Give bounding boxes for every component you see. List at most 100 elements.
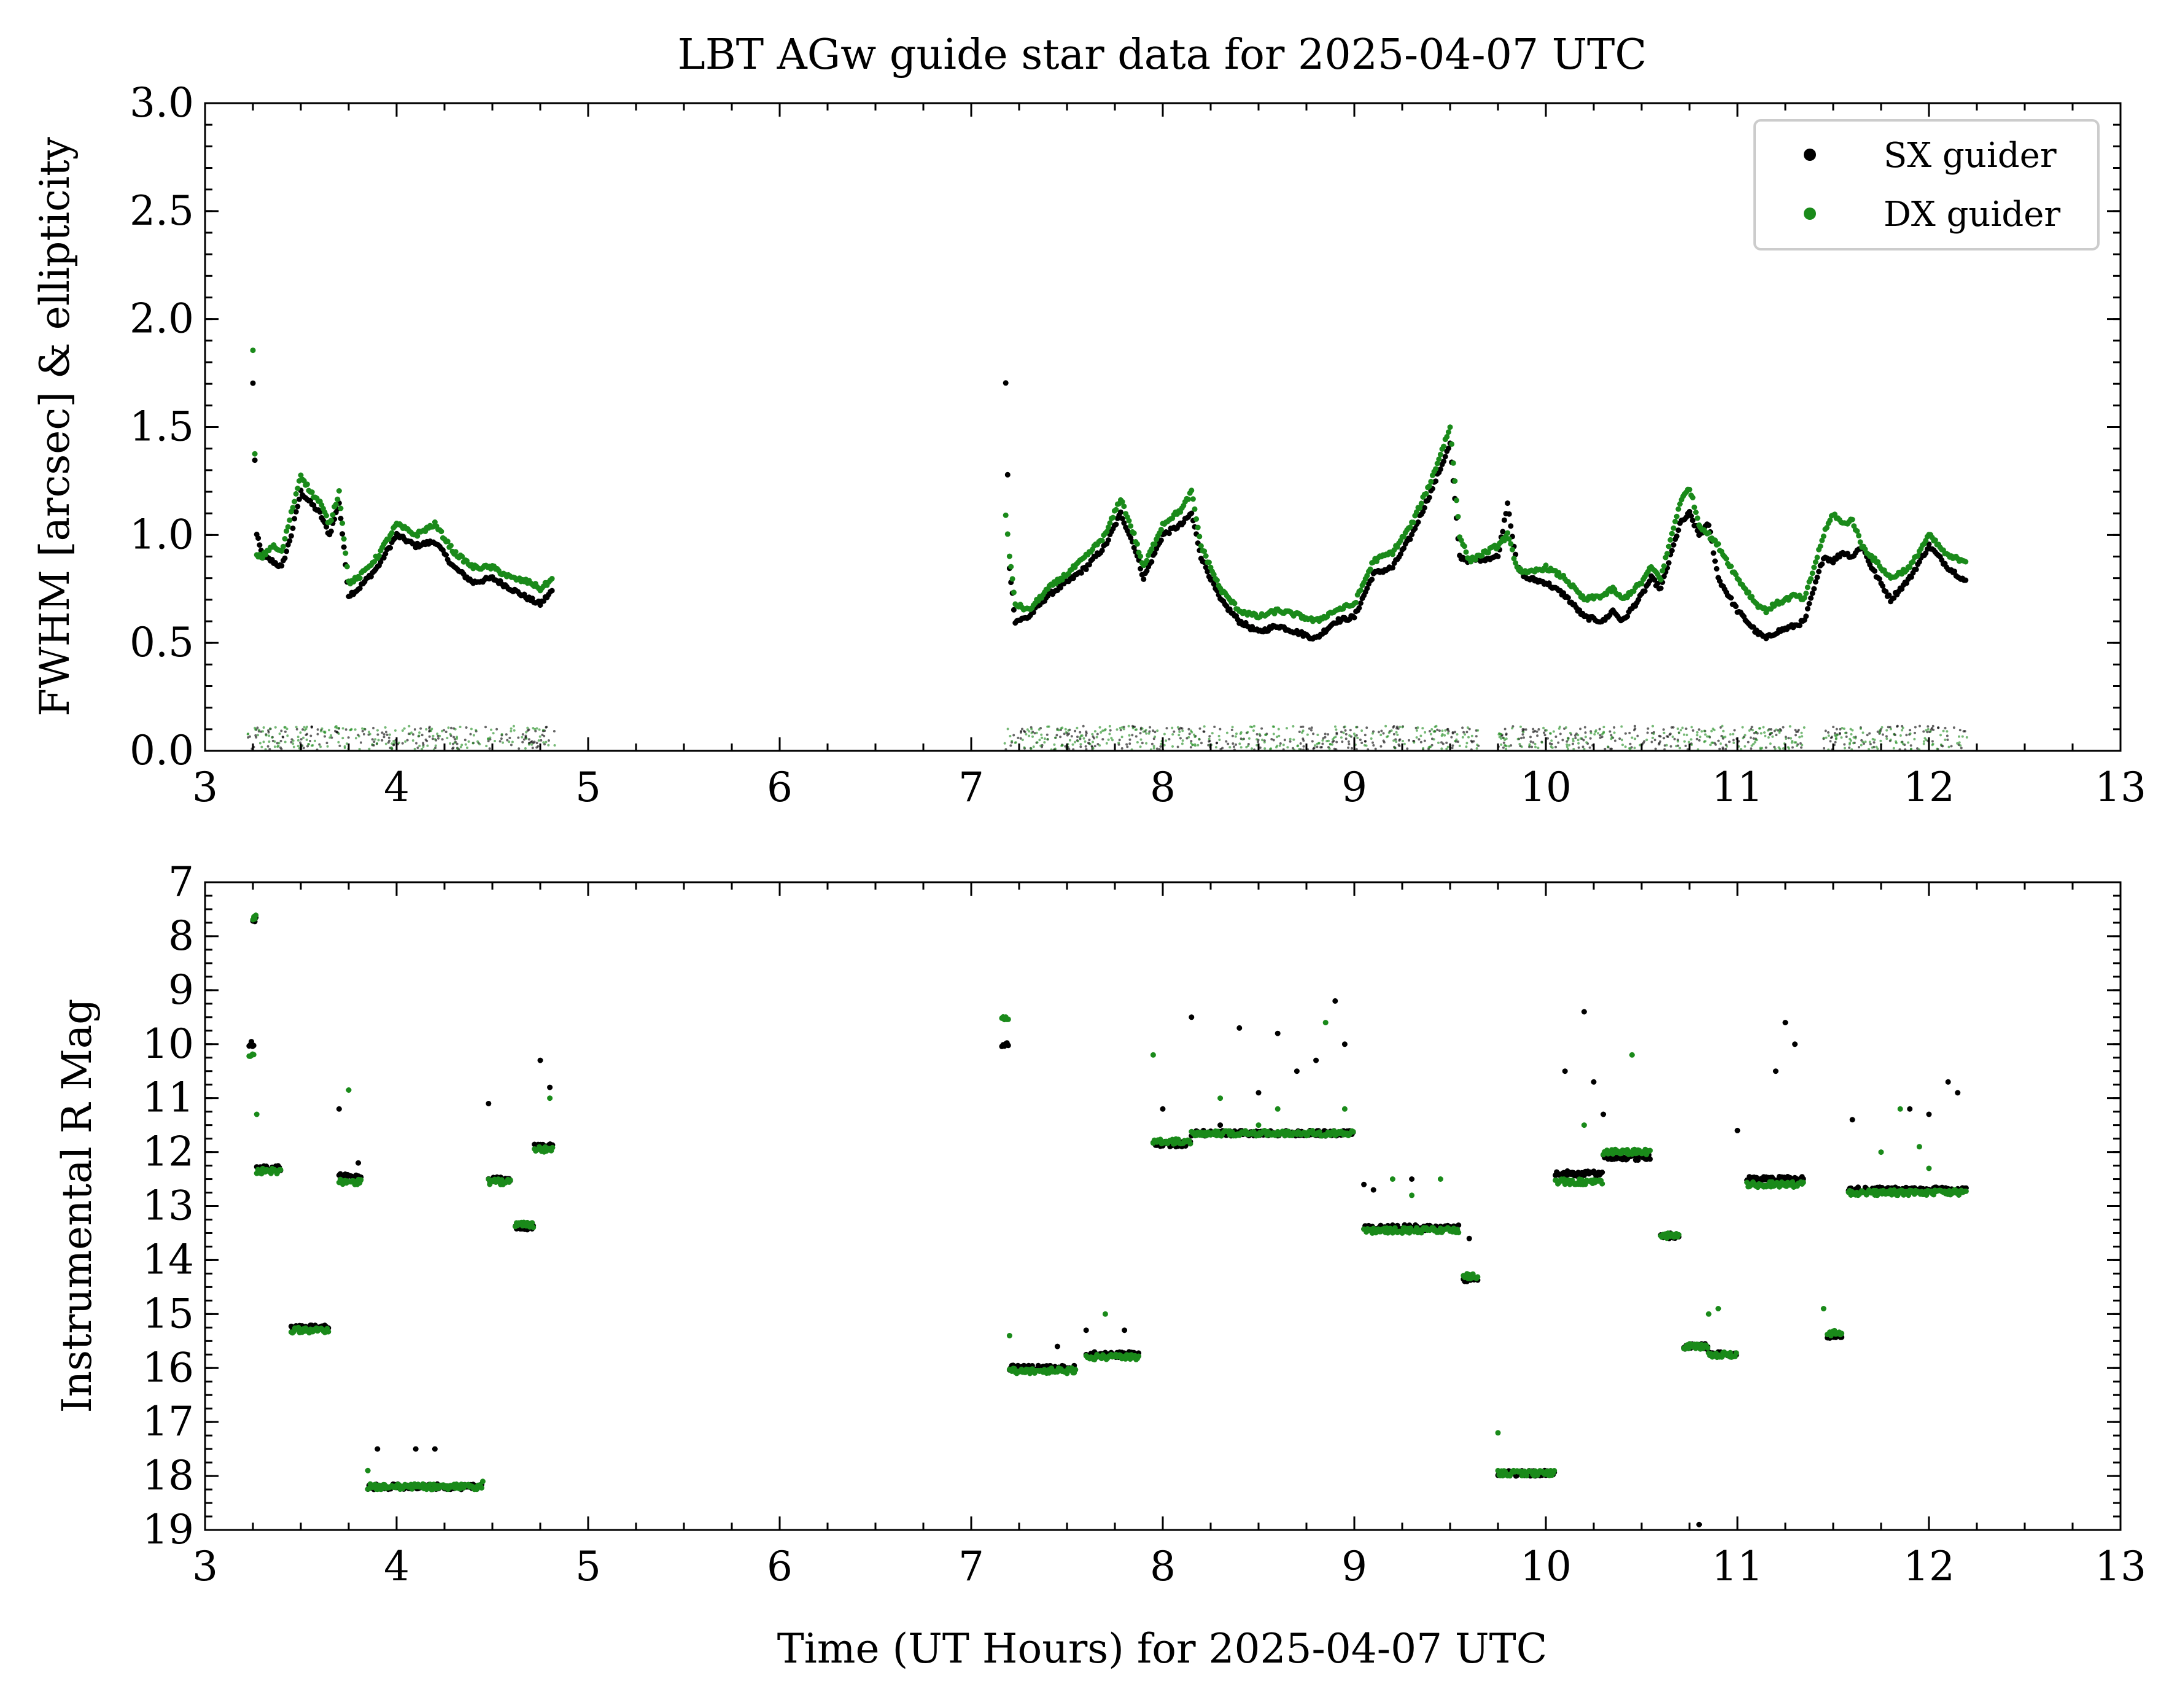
dx-fwhm-point [340, 521, 345, 526]
sx-ellipticity-point [1751, 726, 1753, 728]
dx-ellipticity-point [1508, 745, 1510, 748]
sx-ellipticity-point [1009, 744, 1012, 747]
sx-ellipticity-point [1572, 743, 1574, 745]
dx-ellipticity-point [1522, 731, 1524, 733]
sx-ellipticity-point [1530, 740, 1532, 743]
dx-ellipticity-point [421, 748, 423, 750]
dx-fwhm-point [1127, 518, 1132, 524]
sx-mag-outlier [1256, 1090, 1262, 1095]
sx-ellipticity-point [1319, 746, 1322, 748]
y-tick-label: 1.5 [130, 403, 194, 451]
dx-fwhm-point [1149, 546, 1154, 552]
sx-ellipticity-point [1208, 735, 1211, 737]
dx-ellipticity-point [1849, 742, 1851, 744]
dx-ellipticity-point [1447, 746, 1449, 748]
dx-ellipticity-point [538, 728, 541, 731]
sx-fwhm-point [1690, 518, 1696, 523]
sx-ellipticity-point [1260, 728, 1263, 730]
sx-ellipticity-point [1452, 731, 1454, 734]
sx-ellipticity-point [1270, 738, 1273, 740]
dx-ellipticity-point [1433, 731, 1435, 733]
dx-ellipticity-point [1329, 747, 1331, 750]
sx-fwhm-point [1416, 519, 1421, 525]
sx-mag-outlier [374, 1446, 380, 1452]
dx-ellipticity-point [547, 744, 549, 747]
sx-ellipticity-point [1128, 742, 1131, 745]
dx-ellipticity-point [1675, 745, 1677, 747]
sx-ellipticity-point [1613, 726, 1615, 729]
sx-ellipticity-point [1461, 726, 1464, 729]
dx-ellipticity-point [1710, 730, 1713, 732]
dx-ellipticity-point [1110, 737, 1112, 739]
sx-fwhm-point [1675, 527, 1681, 533]
dx-ellipticity-point [1388, 731, 1391, 734]
dx-ellipticity-point [306, 726, 308, 728]
dx-ellipticity-point [1106, 742, 1108, 745]
sx-ellipticity-point [1327, 733, 1329, 736]
dx-ellipticity-point [513, 729, 516, 732]
dx-mag-point [549, 1145, 555, 1151]
dx-ellipticity-point [303, 726, 306, 729]
sx-ellipticity-point [1450, 736, 1453, 739]
dx-ellipticity-point [1218, 735, 1220, 737]
dx-ellipticity-point [1902, 727, 1904, 729]
sx-ellipticity-point [1521, 733, 1524, 736]
dx-fwhm-point [1417, 505, 1422, 511]
sx-ellipticity-point [1960, 747, 1963, 749]
dx-ellipticity-point [454, 728, 457, 731]
dx-ellipticity-point [1704, 740, 1707, 742]
sx-ellipticity-point [311, 726, 313, 729]
dx-ellipticity-point [1348, 734, 1351, 737]
dx-ellipticity-point [524, 747, 527, 750]
sx-ellipticity-point [1546, 737, 1549, 740]
dx-ellipticity-point [1958, 736, 1960, 738]
dx-ellipticity-point [1181, 742, 1184, 745]
legend-dx-label: DX guider [1884, 195, 2060, 235]
dx-ellipticity-point [1686, 734, 1688, 736]
dx-ellipticity-point [258, 729, 260, 731]
legend-dx-marker [1804, 208, 1816, 220]
dx-fwhm-point [287, 518, 292, 523]
sx-ellipticity-point [1302, 737, 1304, 740]
dx-ellipticity-point [1751, 745, 1753, 747]
dx-ellipticity-point [1566, 745, 1569, 748]
dx-ellipticity-point [1828, 734, 1830, 737]
dx-ellipticity-point [1074, 741, 1076, 743]
dx-ellipticity-point [1270, 747, 1272, 750]
sx-ellipticity-point [1066, 734, 1069, 737]
sx-ellipticity-point [1300, 742, 1302, 745]
sx-fwhm-point [1805, 606, 1810, 611]
dx-ellipticity-point [1568, 744, 1570, 747]
dx-fwhm-point [293, 491, 299, 497]
sx-ellipticity-point [1349, 729, 1352, 731]
dx-ellipticity-point [1272, 725, 1275, 728]
sx-ellipticity-point [1020, 737, 1022, 740]
dx-ellipticity-point [1931, 743, 1934, 746]
dx-fwhm-point [1691, 505, 1697, 510]
dx-ellipticity-point [1139, 745, 1142, 748]
dx-fwhm-point [1667, 537, 1673, 543]
dx-ellipticity-point [510, 730, 512, 732]
sx-ellipticity-point [1345, 733, 1348, 736]
dx-fwhm-point [285, 524, 291, 530]
dx-ellipticity-point [1634, 737, 1636, 740]
dx-mag-point [1136, 1354, 1141, 1359]
dx-ellipticity-point [1265, 734, 1267, 736]
dx-ellipticity-point [1028, 735, 1030, 737]
dx-ellipticity-point [1464, 733, 1466, 736]
sx-ellipticity-point [1531, 746, 1533, 748]
sx-ellipticity-point [1926, 725, 1929, 728]
dx-fwhm-point [336, 488, 342, 494]
dx-fwhm-point [1661, 563, 1667, 569]
dx-ellipticity-point [286, 734, 289, 737]
dx-ellipticity-point [1182, 739, 1184, 742]
dx-ellipticity-point [1279, 745, 1281, 747]
sx-ellipticity-point [1399, 739, 1401, 741]
sx-ellipticity-point [1071, 735, 1073, 737]
dx-ellipticity-point [1699, 736, 1701, 738]
sx-ellipticity-point [1659, 736, 1662, 738]
sx-ellipticity-point [1585, 731, 1587, 734]
sx-ellipticity-point [523, 739, 526, 741]
dx-ellipticity-point [1634, 747, 1636, 749]
sx-ellipticity-point [1273, 739, 1275, 742]
